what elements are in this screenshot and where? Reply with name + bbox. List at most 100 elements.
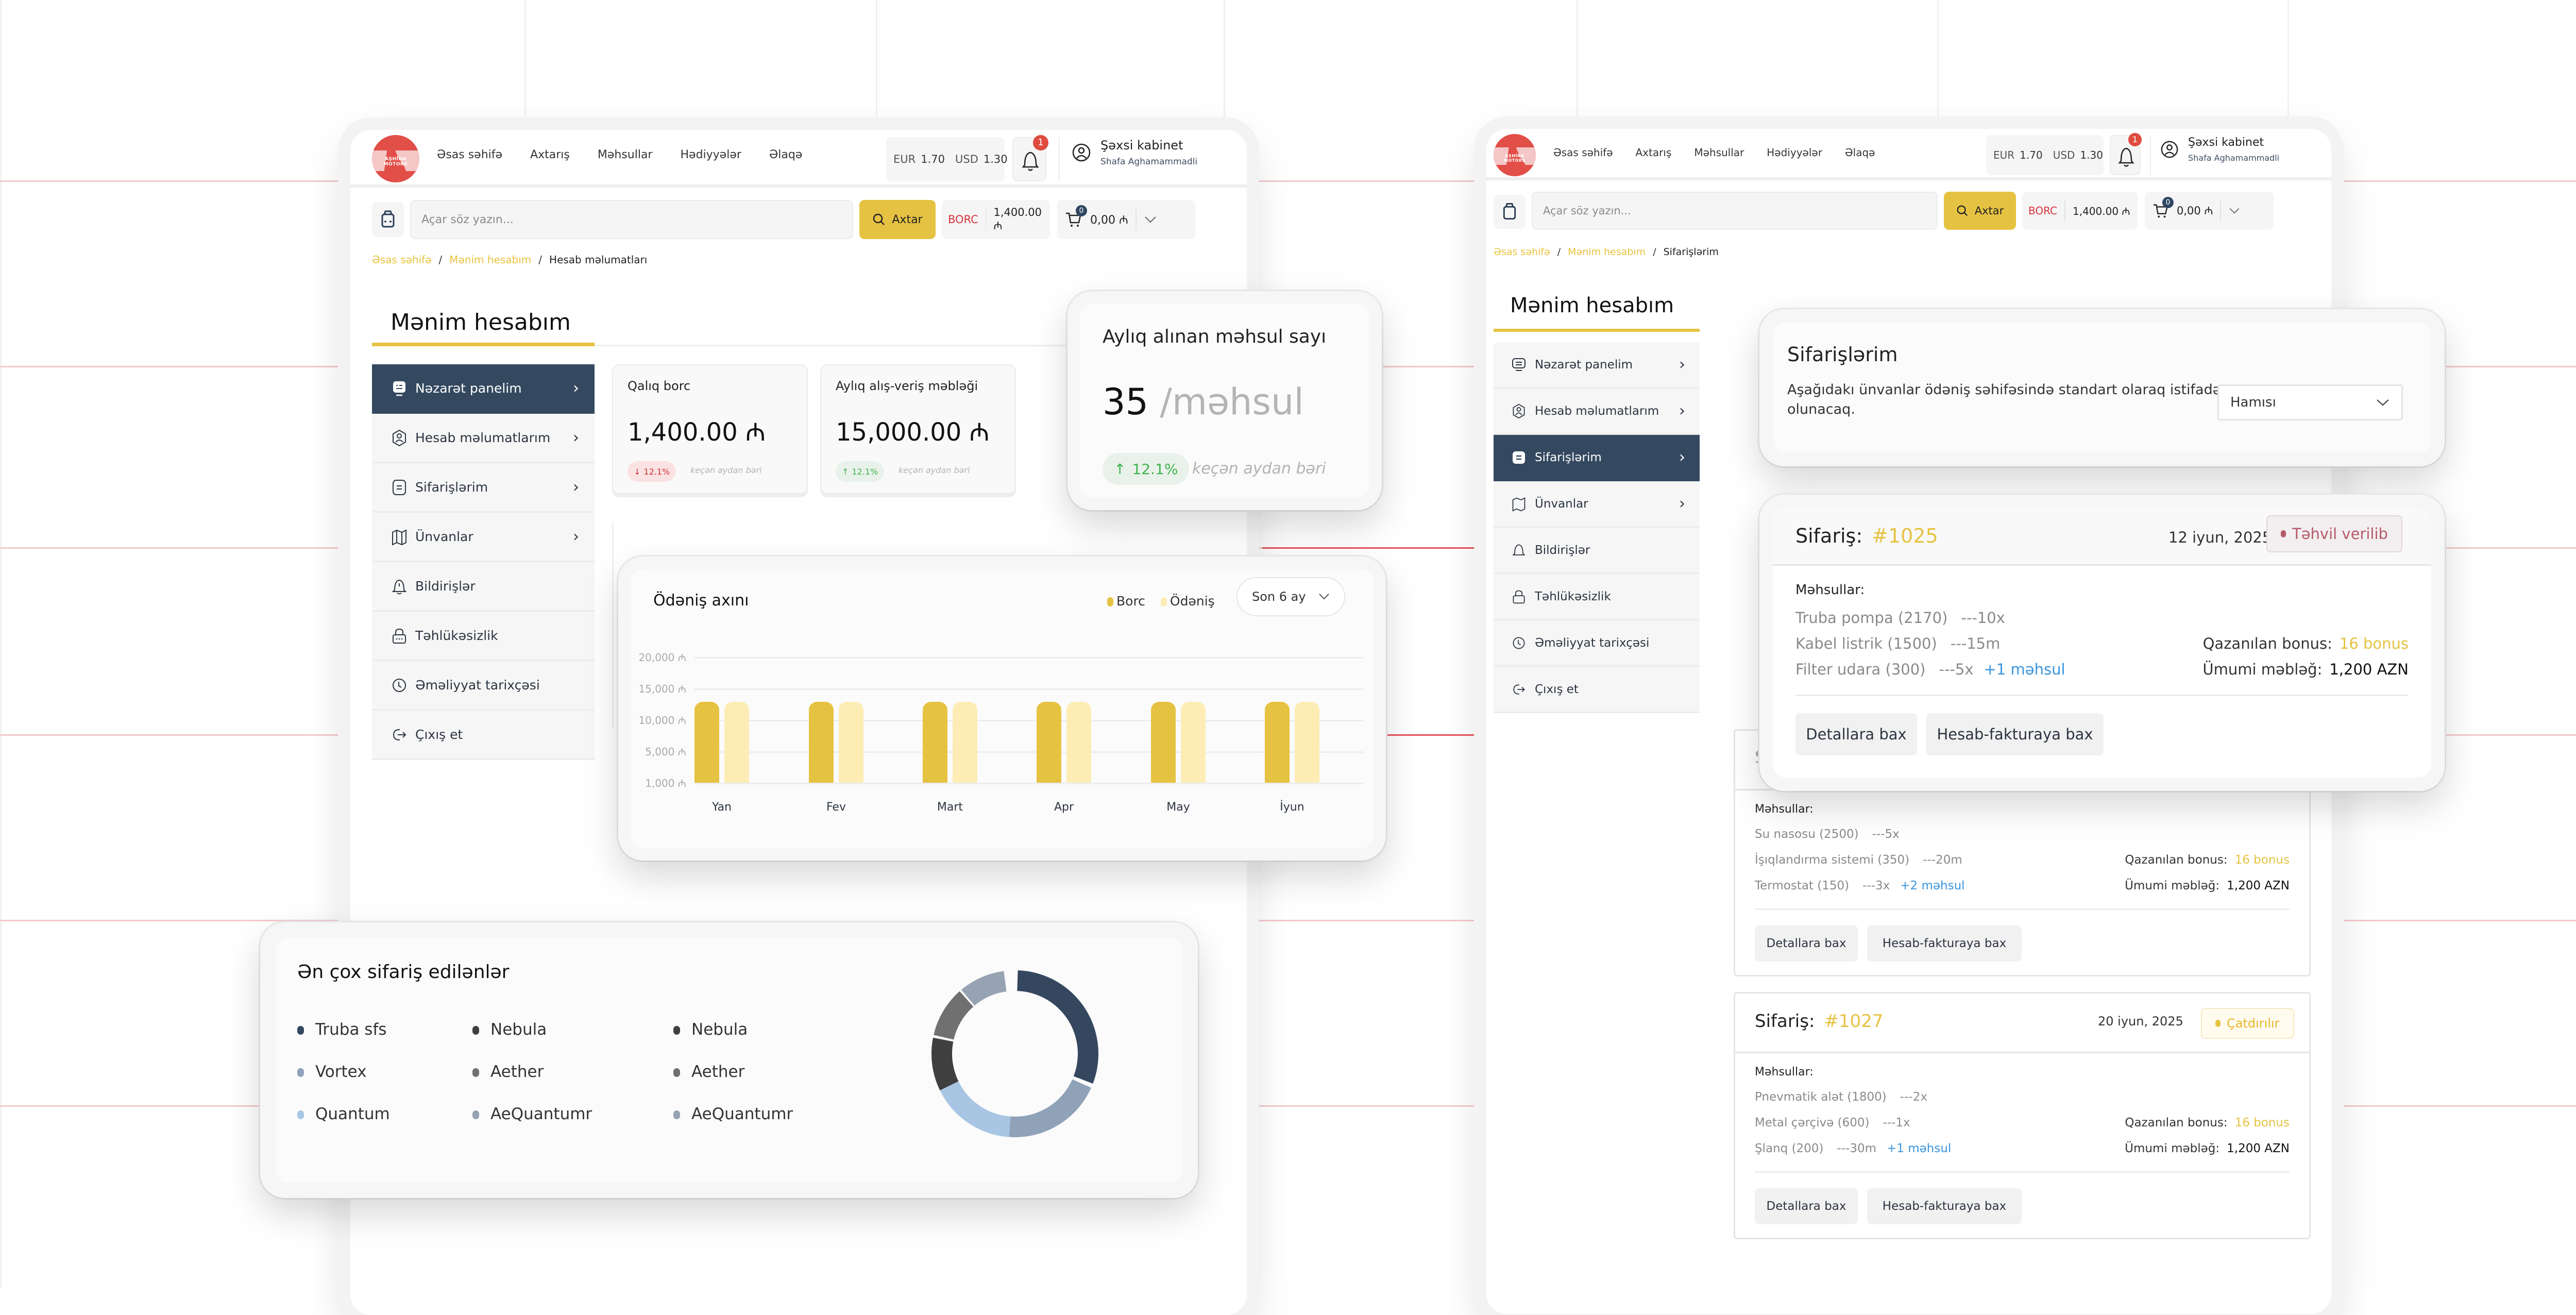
- currency-rates: EUR 1.70 USD 1.30: [1986, 135, 2104, 175]
- search-input[interactable]: Açar söz yazın...: [1532, 192, 1938, 230]
- search-icon: [873, 213, 885, 225]
- sidebar-item-security[interactable]: Təhlükəsizlik: [1494, 574, 1700, 620]
- sidebar-item-transaction-history[interactable]: Əməliyyat tarixçəsi: [372, 661, 595, 711]
- logout-icon: [1513, 684, 1525, 695]
- chevron-right-icon: ›: [573, 379, 579, 397]
- personal-cabinet-link[interactable]: Şəxsi kabinet Shafa Aghamammadli: [1072, 138, 1197, 167]
- order-id[interactable]: #1025: [1872, 525, 1938, 547]
- invoice-button[interactable]: Hesab-fakturaya bax: [1867, 925, 2022, 962]
- sidebar-item-notifications[interactable]: Bildirişlər: [1494, 528, 1700, 574]
- sidebar-item-addresses[interactable]: Ünvanlar ›: [1494, 481, 1700, 528]
- more-products-link[interactable]: +2 məhsul: [1900, 879, 1965, 892]
- sidebar-item-dashboard[interactable]: Nəzarət panelim ›: [1494, 342, 1700, 389]
- legend-item: AeQuantumr: [673, 1105, 849, 1123]
- sidebar-item-account-info[interactable]: Hesab məlumatlarım ›: [1494, 389, 1700, 435]
- cart-button[interactable]: 0 0,00 ₼: [2145, 192, 2274, 230]
- orders-icon: [1513, 451, 1525, 464]
- nav-link-search[interactable]: Axtarış: [530, 148, 570, 161]
- nav-link-home[interactable]: Əsas səhifə: [437, 148, 503, 161]
- dashboard-icon: [1512, 358, 1526, 371]
- vehicle-filter-button[interactable]: [1494, 195, 1526, 229]
- details-button[interactable]: Detallara bax: [1755, 925, 1858, 962]
- sidebar-item-logout[interactable]: Çıxış et: [1494, 667, 1700, 713]
- clock-icon: [393, 678, 406, 692]
- payment-flow-chart-card: Ödəniş axını Borc Ödəniş Son 6 ay 20,000…: [618, 557, 1386, 861]
- search-button[interactable]: Axtar: [859, 200, 936, 239]
- personal-cabinet-link[interactable]: Şəxsi kabinet Shafa Aghamammadli: [2160, 136, 2279, 163]
- chart-title: Ödəniş axını: [653, 592, 749, 610]
- notifications-button[interactable]: 1: [1012, 135, 1048, 181]
- sidebar-item-dashboard[interactable]: Nəzarət panelim ›: [372, 364, 595, 414]
- car-icon: [381, 210, 395, 228]
- legend-item: Vortex: [297, 1063, 472, 1081]
- chevron-right-icon: ›: [573, 478, 579, 496]
- account-sidebar: Nəzarət panelim › Hesab məlumatlarım › S…: [372, 364, 595, 760]
- debt-indicator[interactable]: BORC 1,400.00 ₼: [942, 200, 1050, 239]
- details-button[interactable]: Detallara bax: [1795, 713, 1917, 755]
- invoice-button[interactable]: Hesab-fakturaya bax: [1867, 1188, 2022, 1224]
- details-button[interactable]: Detallara bax: [1755, 1188, 1858, 1224]
- more-products-link[interactable]: +1 məhsul: [1984, 661, 2065, 678]
- top-navigation-bar: AŞHİNA MOTORS Əsas səhifə Axtarış Məhsul…: [350, 130, 1247, 188]
- monthly-products-card: Aylıq alınan məhsul sayı 35 /məhsul ↑ 12.…: [1067, 291, 1382, 510]
- nav-link-home[interactable]: Əsas səhifə: [1553, 146, 1613, 159]
- order-status-filter[interactable]: Hamısı: [2217, 384, 2403, 420]
- sidebar-item-logout[interactable]: Çıxış et: [372, 711, 595, 760]
- top-ordered-legend: Truba sfs Nebula Nebula Vortex Aether Ae…: [297, 1020, 849, 1123]
- brand-logo[interactable]: AŞHİNA MOTORS: [372, 135, 419, 182]
- top-navigation-bar: AŞHİNA MOTORS Əsas səhifə Axtarış Məhsul…: [1486, 129, 2331, 180]
- legend-item: Aether: [673, 1063, 849, 1081]
- search-button[interactable]: Axtar: [1944, 192, 2016, 230]
- bell-icon: [2118, 147, 2134, 167]
- nav-link-products[interactable]: Məhsullar: [597, 148, 653, 161]
- breadcrumb-home[interactable]: Əsas səhifə: [1494, 246, 1550, 258]
- sidebar-item-notifications[interactable]: Bildirişlər: [372, 562, 595, 612]
- nav-link-products[interactable]: Məhsullar: [1694, 146, 1744, 159]
- nav-link-search[interactable]: Axtarış: [1635, 146, 1672, 159]
- bell-icon: [392, 579, 407, 594]
- arrow-up-icon: ↑: [842, 466, 849, 477]
- notification-count-badge: 1: [1033, 135, 1048, 150]
- page-title: Mənim hesabım: [391, 309, 571, 335]
- period-select[interactable]: Son 6 ay: [1236, 577, 1345, 616]
- notifications-button[interactable]: 1: [2110, 133, 2142, 175]
- nav-link-contact[interactable]: Əlaqə: [1844, 146, 1875, 159]
- order-card-1025: Sifariş: #1025 12 iyun, 2025 Təhvil veril…: [1759, 495, 2445, 791]
- page-title: Mənim hesabım: [1510, 294, 1674, 317]
- breadcrumb-home[interactable]: Əsas səhifə: [372, 254, 432, 266]
- change-badge-down: ↓ 12.1%: [628, 461, 676, 482]
- sidebar-item-orders[interactable]: Sifarişlərim ›: [372, 463, 595, 513]
- sidebar-item-transaction-history[interactable]: Əməliyyat tarixçəsi: [1494, 620, 1700, 667]
- invoice-button[interactable]: Hesab-fakturaya bax: [1926, 713, 2104, 755]
- sidebar-item-orders[interactable]: Sifarişlərim ›: [1494, 435, 1700, 481]
- order-card: Sifariş: #1027 20 iyun, 2025 Çatdırılır M…: [1734, 992, 2311, 1239]
- chevron-right-icon: ›: [1679, 402, 1685, 420]
- nav-link-gifts[interactable]: Hədiyyələr: [1767, 146, 1822, 159]
- brand-logo[interactable]: AŞHİNA MOTORS: [1494, 134, 1536, 176]
- user-shield-icon: [1513, 403, 1525, 418]
- vehicle-filter-button[interactable]: [372, 202, 404, 237]
- user-shield-icon: [393, 429, 406, 446]
- chevron-down-icon[interactable]: [2228, 207, 2241, 214]
- more-products-link[interactable]: +1 məhsul: [1887, 1142, 1952, 1155]
- sidebar-item-account-info[interactable]: Hesab məlumatlarım ›: [372, 414, 595, 463]
- chevron-down-icon[interactable]: [1144, 215, 1157, 224]
- legend-item: Aether: [472, 1063, 673, 1081]
- nav-link-contact[interactable]: Əlaqə: [769, 148, 803, 161]
- cart-button[interactable]: 0 0,00 ₼: [1057, 200, 1195, 239]
- orders-header-card: Sifarişlərim Aşağıdakı ünvanlar ödəniş s…: [1759, 309, 2445, 466]
- sidebar-item-addresses[interactable]: Ünvanlar ›: [372, 513, 595, 562]
- legend-item: Nebula: [673, 1020, 849, 1039]
- breadcrumb-account[interactable]: Mənim hesabım: [449, 254, 532, 266]
- search-input[interactable]: Açar söz yazın...: [410, 200, 853, 239]
- breadcrumb-account[interactable]: Mənim hesabım: [1568, 246, 1646, 258]
- sidebar-item-security[interactable]: Təhlükəsizlik: [372, 612, 595, 661]
- section-title: Sifarişlərim: [1787, 343, 1898, 366]
- legend-item: Truba sfs: [297, 1020, 472, 1039]
- user-circle-icon: [1072, 143, 1091, 162]
- order-id[interactable]: #1027: [1824, 1011, 1884, 1032]
- debt-indicator[interactable]: BORC 1,400.00 ₼: [2022, 192, 2138, 230]
- nav-link-gifts[interactable]: Hədiyyələr: [680, 148, 741, 161]
- breadcrumb: Əsas səhifə / Mənim hesabım / Hesab məluma…: [372, 254, 648, 266]
- user-circle-icon: [2161, 141, 2178, 158]
